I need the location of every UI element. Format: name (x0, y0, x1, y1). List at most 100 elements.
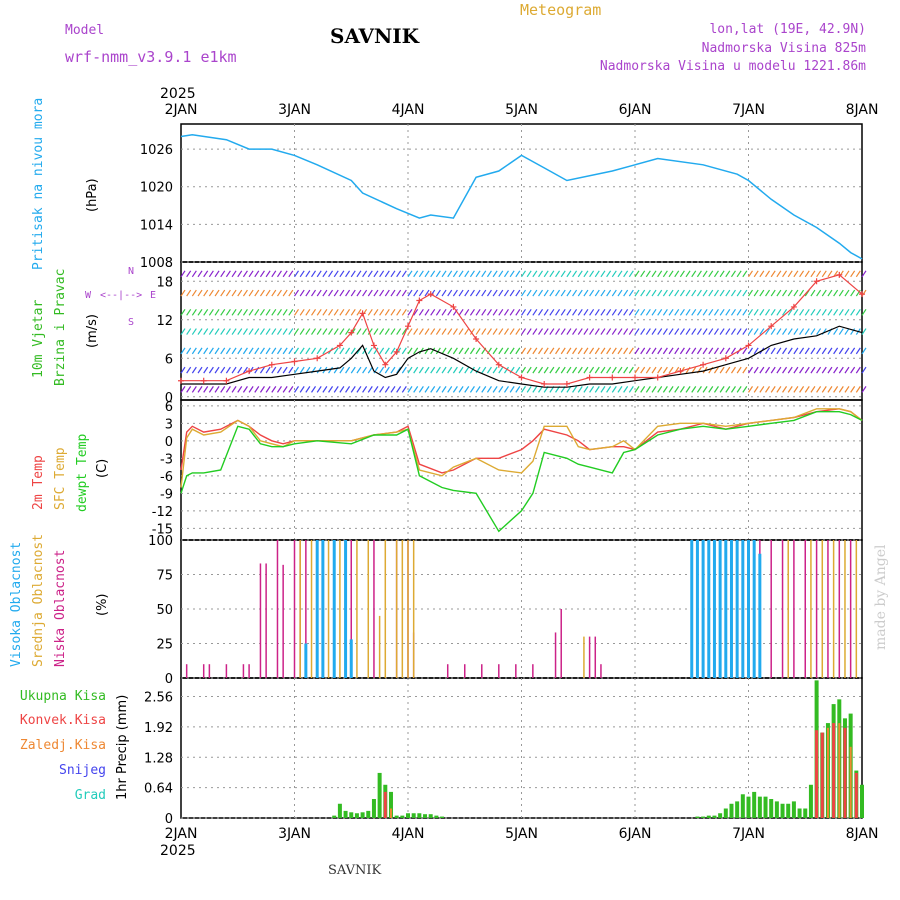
wind-barb (180, 328, 186, 335)
wind-barb (311, 270, 317, 278)
precip-ytick: 2.56 (144, 691, 173, 706)
wind-barb (452, 366, 458, 374)
wind-barb (804, 366, 810, 374)
wind-barb (719, 366, 725, 374)
wind-barb (401, 386, 407, 393)
wind-barb (594, 270, 600, 278)
cloud-panel-labels: Visoka Oblacnost Srednja Oblacnost Niska… (9, 534, 110, 667)
wind-barb (288, 328, 294, 335)
wind-barb (288, 309, 294, 316)
wind-barb (566, 270, 572, 278)
wind-barb (855, 289, 861, 297)
wind-barb (373, 386, 379, 393)
wind-barb (577, 328, 583, 335)
wind-barb (469, 309, 475, 316)
wind-barb (373, 270, 379, 278)
precip-bar (428, 814, 433, 818)
pressure-line (180, 133, 863, 260)
wind-title-1: 10m Vjetar (31, 300, 46, 378)
wind-barb (850, 347, 856, 355)
model-elevation-label: Nadmorska Visina u modelu 1221.86m (600, 59, 866, 74)
wind-gust-marker (178, 377, 184, 384)
wind-barb (339, 328, 345, 335)
wind-barb (492, 289, 498, 297)
wind-barb (424, 366, 430, 374)
wind-barb (379, 289, 385, 297)
time-label-bottom: 7JAN (732, 826, 765, 842)
wind-barb (186, 347, 192, 355)
wind-barb (804, 347, 810, 355)
wind-barb (861, 289, 867, 297)
wind-barb (782, 270, 788, 278)
model-name: wrf-nmm_v3.9.1 e1km (65, 48, 237, 66)
wind-barb (486, 309, 492, 316)
wind-gust-marker (632, 374, 638, 381)
wind-barb (844, 309, 850, 316)
wind-barb (367, 347, 373, 355)
wind-barb (674, 309, 680, 316)
wind-barb (736, 328, 742, 335)
wind-barb (237, 289, 243, 297)
wind-barb (186, 386, 192, 393)
wind-barb (265, 386, 271, 393)
wind-barb (645, 289, 651, 297)
temp-ytick: 6 (165, 400, 173, 415)
wind-barb (396, 328, 402, 335)
cloud-ytick: 75 (156, 569, 173, 584)
wind-barb (691, 347, 697, 355)
wind-barb (362, 366, 368, 374)
wind-barb (316, 366, 322, 374)
wind-barb (526, 309, 532, 316)
precip-bar (343, 810, 348, 818)
wind-barb (753, 386, 759, 393)
wind-barb (696, 289, 702, 297)
wind-barb (407, 366, 413, 374)
pressure-panel-labels: Pritisak na nivou mora (hPa) (31, 98, 100, 270)
temp-ytick: 3 (165, 417, 173, 432)
wind-barb (844, 366, 850, 374)
wind-barb (248, 328, 254, 335)
wind-gust-marker (223, 377, 230, 384)
wind-barb (225, 347, 231, 355)
wind-barb (521, 347, 526, 355)
wind-barb (481, 386, 487, 393)
precip-legend-frozen: Zaledj.Kisa (20, 738, 106, 753)
wind-barb (515, 289, 521, 297)
wind-barb (623, 366, 629, 374)
wind-barb (606, 309, 612, 316)
wind-barb (254, 289, 260, 297)
wind-barb (713, 309, 719, 316)
wind-gust-marker (518, 374, 525, 381)
wind-gust-marker (268, 361, 275, 368)
wind-barb (305, 270, 311, 278)
wind-barb (566, 328, 572, 335)
wind-barb (259, 386, 265, 393)
wind-barb (685, 328, 691, 335)
plot-area: 2JAN 2JAN 3JAN 3JAN 4JAN 4JAN 5JAN 5JAN 6JAN 6JAN… (140, 102, 879, 842)
wind-barb (180, 347, 186, 355)
wind-barb (311, 309, 317, 316)
wind-barb (503, 289, 509, 297)
wind-barb (509, 270, 515, 278)
wind-barb (418, 366, 424, 374)
wind-barb (555, 289, 561, 297)
wind-barb (748, 328, 753, 335)
wind-barb (259, 289, 265, 297)
wind-barb (833, 289, 839, 297)
wind-barb (390, 366, 396, 374)
wind-barb (390, 309, 396, 316)
wind-barb (384, 366, 390, 374)
wind-barb (645, 270, 651, 278)
wind-barb (816, 347, 822, 355)
wind-barb (458, 270, 464, 278)
wind-barb (367, 386, 373, 393)
wind-barb (515, 386, 521, 393)
wind-barb (316, 289, 322, 297)
precip-bar (423, 814, 428, 818)
wind-barb (345, 270, 351, 278)
wind-barb (430, 328, 436, 335)
wind-barb (816, 386, 822, 393)
wind-barb (469, 289, 475, 297)
wind-barb (276, 386, 282, 393)
wind-barb (543, 309, 549, 316)
